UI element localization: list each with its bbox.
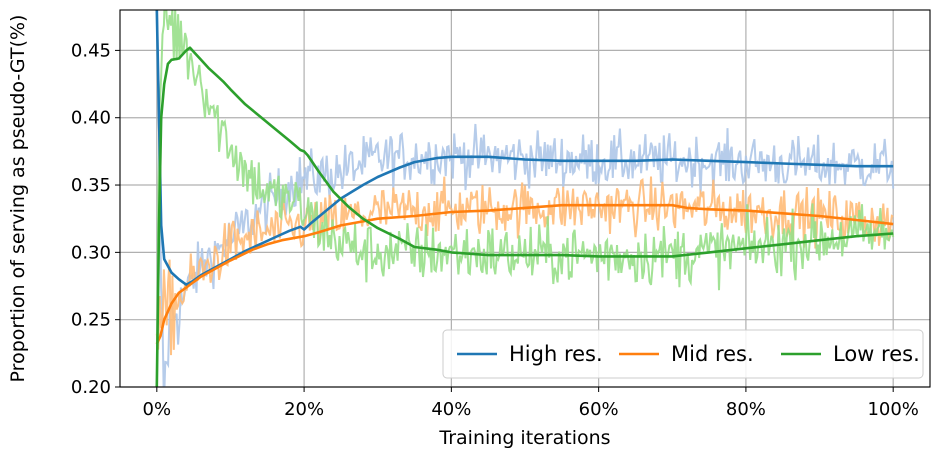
x-tick-label: 40% xyxy=(431,399,471,420)
legend-label-high-res: High res. xyxy=(509,342,603,366)
legend-label-low-res: Low res. xyxy=(833,342,920,366)
y-axis-ticks: 0.20 0.25 0.30 0.35 0.40 0.45 xyxy=(71,40,120,398)
x-tick-label: 100% xyxy=(867,399,918,420)
raw-line-mid-res xyxy=(155,176,894,356)
smoothed-line-high-res xyxy=(155,10,894,286)
smoothed-line-mid-res xyxy=(155,203,894,345)
legend: High res. Mid res. Low res. xyxy=(442,329,924,379)
x-tick-label: 0% xyxy=(143,399,172,420)
x-axis-ticks: 0% 20% 40% 60% 80% 100% xyxy=(143,387,919,420)
smoothed-line-low-res xyxy=(155,46,894,387)
x-axis-label: Training iterations xyxy=(438,427,610,449)
y-tick-label: 0.30 xyxy=(71,242,111,263)
x-tick-label: 80% xyxy=(726,399,766,420)
y-tick-label: 0.25 xyxy=(71,310,111,331)
legend-label-mid-res: Mid res. xyxy=(671,342,754,366)
y-tick-label: 0.35 xyxy=(71,175,111,196)
y-tick-label: 0.45 xyxy=(71,40,111,61)
smoothed-series-layer xyxy=(155,10,894,387)
legend-box xyxy=(442,329,924,379)
raw-line-low-res xyxy=(155,10,895,387)
x-tick-label: 20% xyxy=(284,399,324,420)
x-tick-label: 60% xyxy=(579,399,619,420)
y-tick-label: 0.20 xyxy=(71,377,111,398)
raw-series-layer xyxy=(155,10,895,387)
y-tick-label: 0.40 xyxy=(71,108,111,129)
plot-frame xyxy=(119,9,931,388)
y-axis-label: Proportion of serving as pseudo-GT(%) xyxy=(7,15,29,383)
